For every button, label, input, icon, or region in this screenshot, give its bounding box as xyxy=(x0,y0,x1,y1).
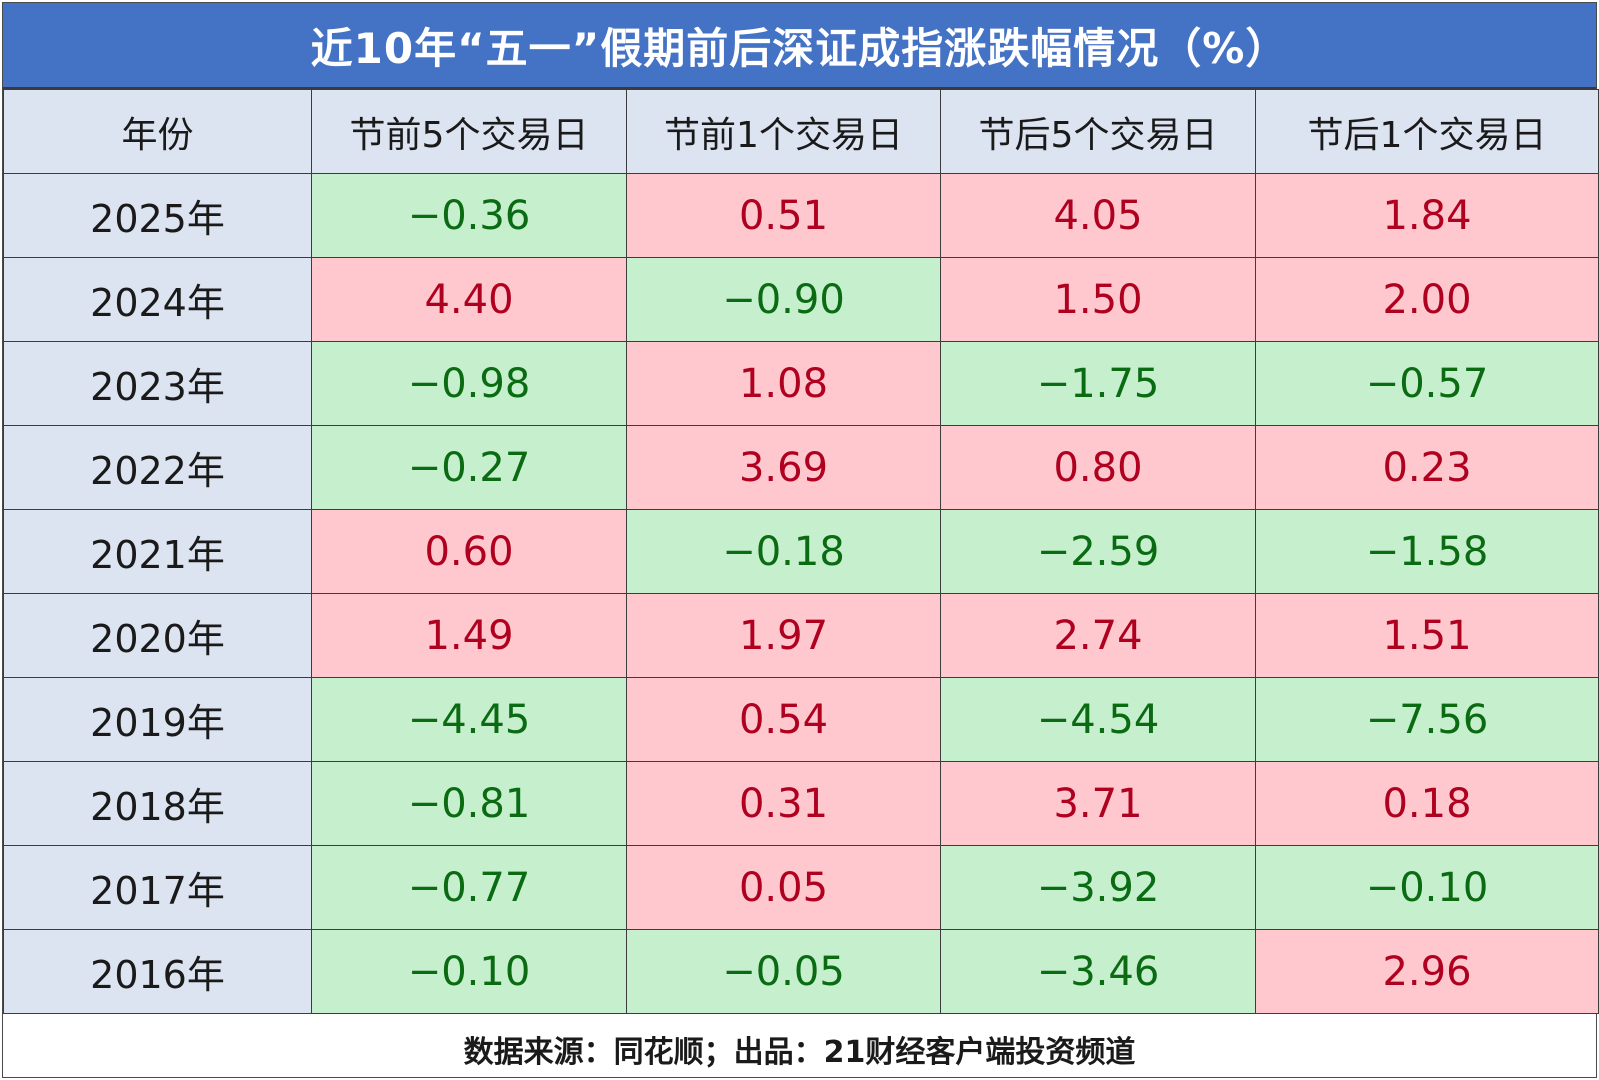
year-cell: 2019年 xyxy=(3,677,312,762)
table-row: 2024年 4.40 −0.90 1.50 2.00 xyxy=(3,257,1599,342)
column-header-pre-1-day: 节前1个交易日 xyxy=(626,89,941,174)
value-cell-pre-1-day: −0.18 xyxy=(626,509,941,594)
year-cell: 2025年 xyxy=(3,173,312,258)
year-cell: 2018年 xyxy=(3,761,312,846)
value-cell-post-5-days: −3.46 xyxy=(940,929,1256,1014)
year-cell: 2020年 xyxy=(3,593,312,678)
value-cell-post-1-day: 0.23 xyxy=(1255,425,1599,510)
year-cell: 2016年 xyxy=(3,929,312,1014)
value-cell-pre-1-day: 0.31 xyxy=(626,761,941,846)
value-cell-pre-1-day: 1.97 xyxy=(626,593,941,678)
value-cell-pre-1-day: 0.54 xyxy=(626,677,941,762)
value-cell-post-5-days: 3.71 xyxy=(940,761,1256,846)
value-cell-post-5-days: −3.92 xyxy=(940,845,1256,930)
value-cell-pre-1-day: −0.90 xyxy=(626,257,941,342)
table-title: 近10年“五一”假期前后深证成指涨跌幅情况（%） xyxy=(3,3,1596,89)
value-cell-post-1-day: −7.56 xyxy=(1255,677,1599,762)
value-cell-post-5-days: 4.05 xyxy=(940,173,1256,258)
value-cell-pre-5-days: −0.36 xyxy=(311,173,627,258)
header-row: 年份 节前5个交易日 节前1个交易日 节后5个交易日 节后1个交易日 xyxy=(3,89,1599,174)
year-cell: 2017年 xyxy=(3,845,312,930)
year-cell: 2022年 xyxy=(3,425,312,510)
data-table: 年份 节前5个交易日 节前1个交易日 节后5个交易日 节后1个交易日 2025年… xyxy=(3,89,1599,1014)
value-cell-post-5-days: 1.50 xyxy=(940,257,1256,342)
table-row: 2018年 −0.81 0.31 3.71 0.18 xyxy=(3,761,1599,846)
year-cell: 2023年 xyxy=(3,341,312,426)
column-header-year: 年份 xyxy=(3,89,312,174)
table-row: 2023年 −0.98 1.08 −1.75 −0.57 xyxy=(3,341,1599,426)
value-cell-pre-1-day: 3.69 xyxy=(626,425,941,510)
value-cell-pre-5-days: 1.49 xyxy=(311,593,627,678)
table-row: 2020年 1.49 1.97 2.74 1.51 xyxy=(3,593,1599,678)
value-cell-post-5-days: 0.80 xyxy=(940,425,1256,510)
value-cell-post-1-day: 0.18 xyxy=(1255,761,1599,846)
value-cell-pre-1-day: 1.08 xyxy=(626,341,941,426)
table-row: 2019年 −4.45 0.54 −4.54 −7.56 xyxy=(3,677,1599,762)
value-cell-post-5-days: 2.74 xyxy=(940,593,1256,678)
year-cell: 2021年 xyxy=(3,509,312,594)
value-cell-post-1-day: 2.96 xyxy=(1255,929,1599,1014)
value-cell-pre-5-days: −0.10 xyxy=(311,929,627,1014)
value-cell-pre-5-days: 0.60 xyxy=(311,509,627,594)
table-row: 2022年 −0.27 3.69 0.80 0.23 xyxy=(3,425,1599,510)
source-footer: 数据来源：同花顺；出品：21财经客户端投资频道 xyxy=(3,1021,1596,1077)
value-cell-pre-5-days: −4.45 xyxy=(311,677,627,762)
value-cell-pre-1-day: 0.05 xyxy=(626,845,941,930)
value-cell-post-1-day: 2.00 xyxy=(1255,257,1599,342)
value-cell-post-1-day: −1.58 xyxy=(1255,509,1599,594)
value-cell-post-5-days: −1.75 xyxy=(940,341,1256,426)
table-row: 2016年 −0.10 −0.05 −3.46 2.96 xyxy=(3,929,1599,1014)
value-cell-pre-5-days: −0.98 xyxy=(311,341,627,426)
value-cell-post-5-days: −4.54 xyxy=(940,677,1256,762)
value-cell-pre-1-day: 0.51 xyxy=(626,173,941,258)
column-header-post-5-days: 节后5个交易日 xyxy=(940,89,1256,174)
value-cell-post-5-days: −2.59 xyxy=(940,509,1256,594)
year-cell: 2024年 xyxy=(3,257,312,342)
value-cell-post-1-day: −0.10 xyxy=(1255,845,1599,930)
value-cell-pre-5-days: −0.27 xyxy=(311,425,627,510)
table-body: 2025年 −0.36 0.51 4.05 1.84 2024年 4.40 −0.90 1.50… xyxy=(3,173,1599,1014)
value-cell-post-1-day: 1.51 xyxy=(1255,593,1599,678)
column-header-pre-5-days: 节前5个交易日 xyxy=(311,89,627,174)
table-row: 2017年 −0.77 0.05 −3.92 −0.10 xyxy=(3,845,1599,930)
value-cell-pre-5-days: −0.77 xyxy=(311,845,627,930)
value-cell-pre-5-days: −0.81 xyxy=(311,761,627,846)
table-row: 2021年 0.60 −0.18 −2.59 −1.58 xyxy=(3,509,1599,594)
value-cell-post-1-day: 1.84 xyxy=(1255,173,1599,258)
table-row: 2025年 −0.36 0.51 4.05 1.84 xyxy=(3,173,1599,258)
value-cell-pre-1-day: −0.05 xyxy=(626,929,941,1014)
value-cell-pre-5-days: 4.40 xyxy=(311,257,627,342)
value-cell-post-1-day: −0.57 xyxy=(1255,341,1599,426)
column-header-post-1-day: 节后1个交易日 xyxy=(1255,89,1599,174)
